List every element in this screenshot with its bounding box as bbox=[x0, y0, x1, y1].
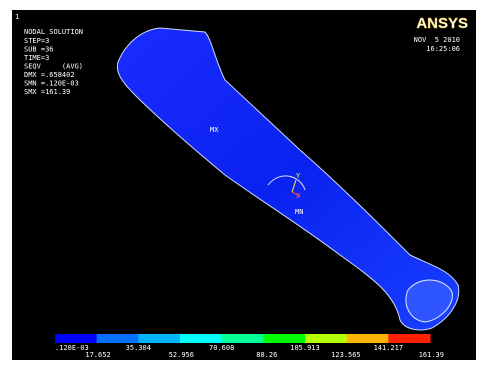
legend-swatch bbox=[180, 334, 222, 343]
legend-label: 88.26 bbox=[256, 351, 277, 359]
legend-label: 161.39 bbox=[419, 351, 444, 359]
max-marker: MX bbox=[210, 126, 219, 134]
info-line: SMN =.120E-03 bbox=[24, 80, 79, 88]
legend-swatch bbox=[222, 334, 264, 343]
min-marker: MN bbox=[295, 208, 303, 216]
info-line: SMX =161.39 bbox=[24, 88, 70, 96]
time: 16:25:06 bbox=[426, 45, 460, 53]
legend-swatch bbox=[55, 334, 97, 343]
legend-swatch bbox=[263, 334, 305, 343]
legend-swatch bbox=[97, 334, 139, 343]
legend-label: 105.913 bbox=[290, 344, 320, 352]
legend-swatch bbox=[138, 334, 180, 343]
legend-label: 17.652 bbox=[85, 351, 110, 359]
legend-label: 141.217 bbox=[374, 344, 404, 352]
legend-label: 70.608 bbox=[209, 344, 234, 352]
info-line: SEQV (AVG) bbox=[24, 63, 83, 71]
info-line: SUB =36 bbox=[24, 46, 54, 54]
info-line: STEP=3 bbox=[24, 37, 49, 45]
legend-label: 52.956 bbox=[169, 351, 194, 359]
legend-label: 35.304 bbox=[126, 344, 151, 352]
brand-logo: ANSYS bbox=[416, 15, 468, 32]
date: NOV 5 2010 bbox=[414, 36, 460, 44]
legend-label: 123.565 bbox=[331, 351, 361, 359]
info-title: NODAL SOLUTION bbox=[24, 28, 83, 36]
legend-label: .120E-03 bbox=[55, 344, 89, 352]
legend-swatch bbox=[388, 334, 430, 343]
window-number: 1 bbox=[15, 13, 19, 21]
info-line: DMX =.658402 bbox=[24, 71, 75, 79]
ansys-screen: 1 NODAL SOLUTION STEP=3SUB =36TIME=3SEQV… bbox=[0, 0, 484, 368]
info-line: TIME=3 bbox=[24, 54, 49, 62]
legend-swatch bbox=[305, 334, 347, 343]
legend-swatch bbox=[347, 334, 389, 343]
